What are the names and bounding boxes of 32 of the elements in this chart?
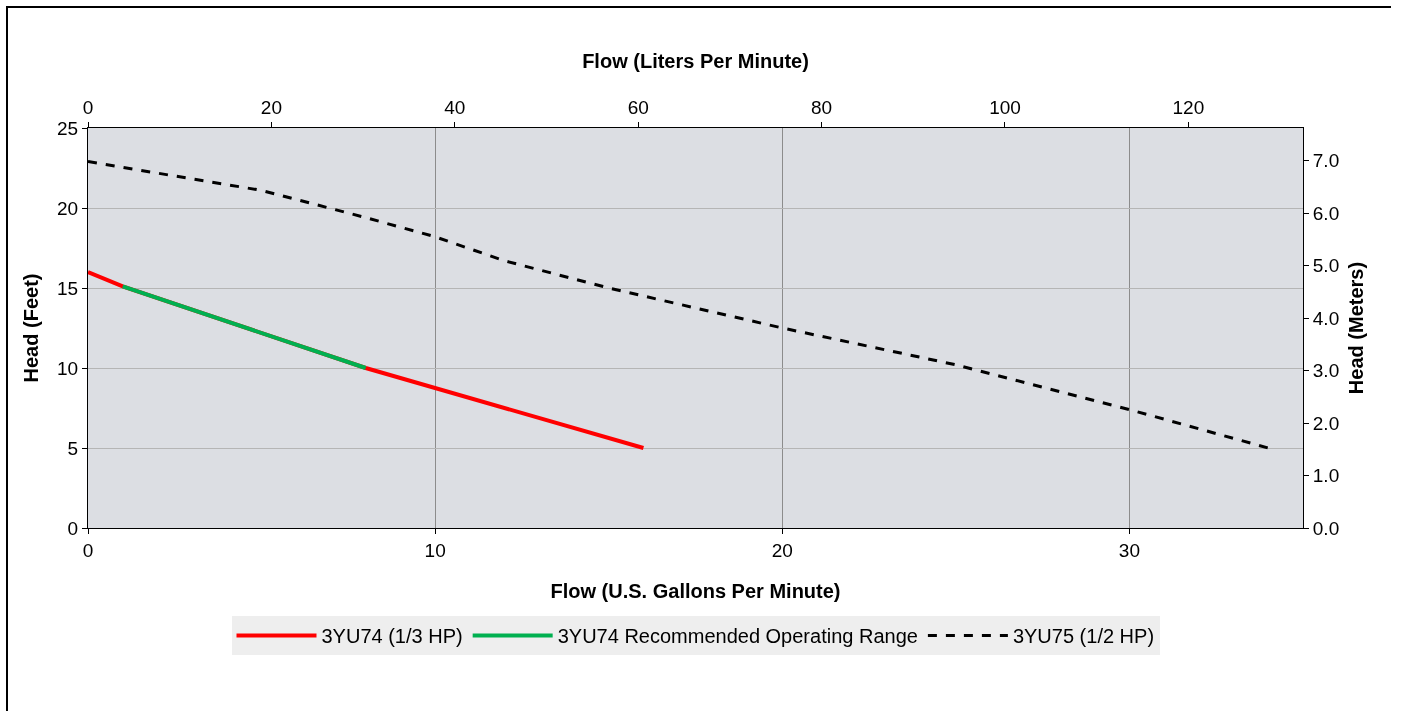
y-tick-label: 0 (67, 517, 79, 539)
y2-tick-label: 6.0 (1312, 202, 1340, 224)
x2-tick-label: 80 (811, 97, 833, 119)
x2-tick-label: 40 (444, 97, 466, 119)
y-tick-label: 25 (57, 117, 79, 139)
x-tick-label: 30 (1118, 539, 1140, 561)
x-tick-label: 0 (82, 539, 94, 561)
x-tick-label: 10 (424, 539, 446, 561)
y2-tick-label: 1.0 (1312, 465, 1340, 487)
legend-label: 3YU75 (1/2 HP) (1012, 625, 1155, 648)
legend-label: 3YU74 (1/3 HP) (321, 625, 463, 648)
y-tick-label: 5 (67, 437, 79, 459)
y2-tick-label: 7.0 (1312, 150, 1340, 172)
y2-axis-title: Head (Meters) (1345, 261, 1367, 395)
x2-tick-label: 120 (1172, 97, 1205, 119)
y2-tick-label: 5.0 (1312, 255, 1340, 277)
y-tick-label: 15 (57, 277, 79, 299)
y2-tick-label: 4.0 (1312, 307, 1340, 329)
y-tick-label: 20 (57, 197, 79, 219)
y2-tick-label: 2.0 (1312, 412, 1340, 434)
y-tick-label: 10 (57, 357, 79, 379)
x2-tick-label: 0 (82, 97, 94, 119)
legend-label: 3YU74 Recommended Operating Range (557, 625, 918, 648)
y2-tick-label: 3.0 (1312, 360, 1340, 382)
x2-axis-title: Flow (Liters Per Minute) (582, 50, 809, 72)
x2-tick-label: 20 (260, 97, 282, 119)
y2-tick-label: 0.0 (1312, 517, 1340, 539)
x2-tick-label: 60 (627, 97, 649, 119)
x2-tick-label: 100 (989, 97, 1021, 119)
y-axis-title: Head (Feet) (20, 273, 42, 383)
x-tick-label: 20 (771, 539, 793, 561)
x-axis-title: Flow (U.S. Gallons Per Minute) (550, 580, 841, 602)
